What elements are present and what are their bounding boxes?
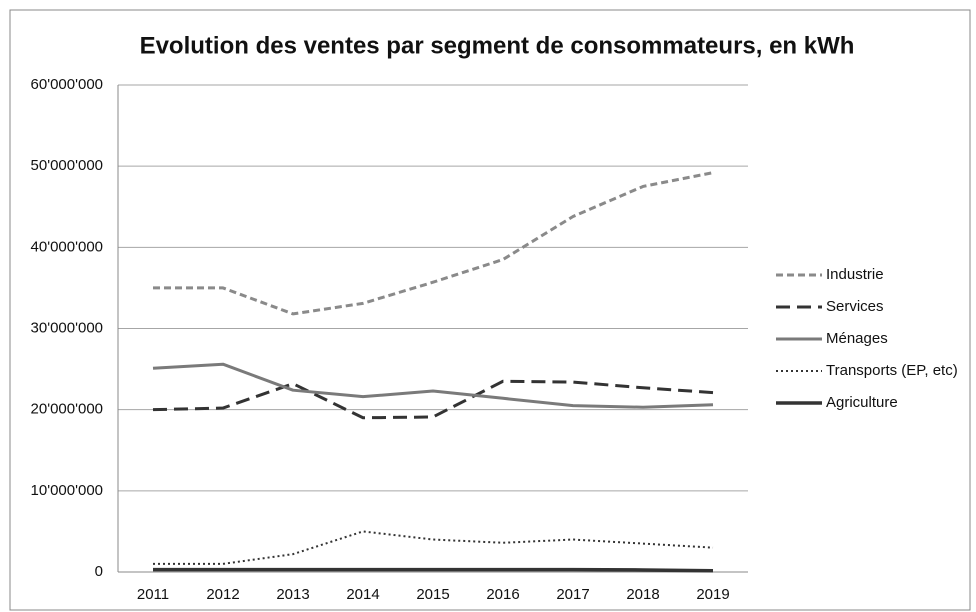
series-line xyxy=(153,171,714,316)
y-tick-label: 50'000'000 xyxy=(31,157,103,174)
series-line xyxy=(152,379,714,420)
x-tick-label: 2019 xyxy=(696,586,729,603)
legend-label: Services xyxy=(826,298,884,315)
legend-label: Transports (EP, etc) xyxy=(826,362,958,379)
series-line xyxy=(153,567,714,573)
chart-frame xyxy=(9,9,971,611)
y-tick-label: 60'000'000 xyxy=(31,76,103,93)
series-line xyxy=(152,362,714,409)
x-tick-label: 2013 xyxy=(276,586,309,603)
y-tick-label: 40'000'000 xyxy=(31,238,103,255)
y-tick-label: 0 xyxy=(95,563,103,580)
x-tick-label: 2017 xyxy=(556,586,589,603)
y-tick-label: 10'000'000 xyxy=(31,482,103,499)
y-tick-label: 30'000'000 xyxy=(31,319,103,336)
series-line xyxy=(153,530,714,565)
x-tick-label: 2015 xyxy=(416,586,449,603)
legend-label: Agriculture xyxy=(826,394,898,411)
y-tick-label: 20'000'000 xyxy=(31,401,103,418)
x-tick-label: 2011 xyxy=(137,586,169,603)
x-tick-label: 2018 xyxy=(626,586,659,603)
legend-label: Ménages xyxy=(826,330,888,347)
legend-label: Industrie xyxy=(826,266,884,283)
chart-title: Evolution des ventes par segment de cons… xyxy=(140,32,855,59)
x-tick-label: 2012 xyxy=(206,586,239,603)
x-tick-label: 2014 xyxy=(346,586,379,603)
x-tick-label: 2016 xyxy=(486,586,519,603)
